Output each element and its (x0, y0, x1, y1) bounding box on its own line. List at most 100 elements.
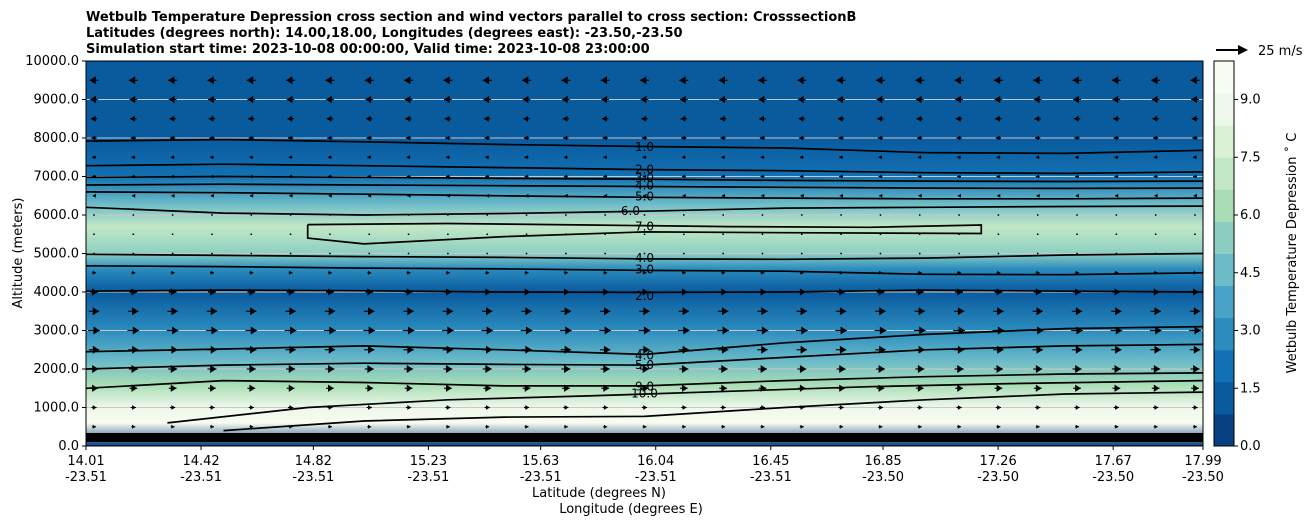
x-tick-label-lon: -23.51 (635, 470, 677, 485)
contour-label: 4.0 (635, 179, 654, 193)
wind-vector-head (247, 95, 254, 104)
wind-vector-head (603, 288, 610, 296)
wind-vector-head (171, 405, 176, 410)
wind-vector-head (406, 288, 413, 296)
wind-vector-head (1193, 405, 1198, 410)
wind-vector-head (325, 76, 332, 85)
wind-vector-head (443, 76, 450, 85)
wind-vector-head (1194, 326, 1201, 335)
wind-vector-head (525, 326, 533, 335)
wind-vector (525, 214, 528, 216)
x-axis-label-longitude: Longitude (degrees E) (559, 502, 703, 517)
contour-label: 10.0 (631, 386, 658, 400)
wind-vector-head (211, 326, 218, 335)
wind-vector-head (1033, 76, 1040, 85)
wind-vector-head (92, 193, 96, 198)
wind-vector (93, 214, 95, 216)
contour-line (86, 264, 1203, 276)
y-tick-label: 6000.0 (34, 208, 80, 223)
wind-vector-head (1115, 405, 1119, 410)
wind-vector-head (485, 365, 492, 373)
wind-vector-head (721, 345, 729, 354)
wind-vector-head (92, 365, 99, 373)
wind-vector-head (600, 76, 608, 85)
wind-vector (250, 233, 253, 236)
wind-vector-head (760, 174, 764, 179)
wind-vector-head (1154, 345, 1161, 354)
wind-vector-head (129, 95, 136, 104)
wind-vector-head (524, 365, 532, 373)
wind-vector-head (564, 345, 572, 354)
wind-vector-head (956, 135, 961, 141)
x-tick-label-lon: -23.51 (520, 470, 562, 485)
wind-vector-head (563, 135, 568, 141)
wind-vector-head (170, 174, 174, 179)
wind-vector-head (328, 288, 334, 296)
x-tick-label-lon: -23.51 (65, 470, 107, 485)
wind-vector-head (1153, 135, 1157, 141)
wind-vector-head (1151, 95, 1158, 104)
wind-vector-head (682, 424, 686, 429)
wind-vector (682, 214, 685, 216)
wind-vector-head (1191, 95, 1197, 104)
wind-vector-head (525, 270, 529, 275)
wind-vector-head (525, 424, 529, 429)
wind-vector-head (603, 307, 611, 316)
wind-vector-head (288, 365, 296, 373)
colorbar-ticks: 0.0 1.5 3.0 4.5 6.0 7.5 9.0 (1234, 93, 1261, 454)
wind-vector-head (1036, 345, 1043, 354)
wind-vector-head (525, 307, 532, 316)
quiver-key-label: 25 m/s (1258, 44, 1303, 59)
wind-vector (486, 252, 489, 255)
wind-vector-head (1192, 135, 1197, 141)
wind-vector-head (132, 424, 136, 429)
wind-vector-head (446, 365, 453, 373)
wind-vector-head (642, 365, 650, 373)
wind-vector-head (525, 345, 532, 354)
wind-vector-head (917, 365, 925, 373)
wind-vector-head (289, 424, 293, 429)
wind-vector-head (1035, 365, 1043, 373)
contour-line (86, 175, 1203, 183)
wind-vector-head (839, 174, 843, 179)
wind-vector-head (760, 155, 764, 160)
wind-vector-head (289, 193, 293, 198)
wind-vector-head (877, 115, 882, 122)
wind-vector-head (643, 193, 647, 198)
wind-vector-head (328, 405, 333, 410)
wind-vector-head (918, 345, 925, 354)
wind-vector-head (407, 270, 411, 275)
wind-vector-head (246, 76, 254, 85)
wind-vector-head (1115, 345, 1122, 354)
wind-vector-head (1035, 174, 1039, 179)
wind-vector (958, 252, 960, 255)
contour-label: 2.0 (635, 163, 654, 177)
wind-vector (604, 214, 607, 216)
wind-vector-head (957, 345, 965, 354)
wind-vector-head (877, 135, 882, 141)
wind-vector-head (1193, 307, 1201, 316)
wind-vector (997, 214, 1000, 216)
wind-vector (840, 233, 843, 236)
x-tick-label-lon: -23.50 (977, 470, 1019, 485)
wind-vector-head (1075, 365, 1082, 373)
y-tick-label: 7000.0 (34, 170, 80, 185)
wind-vector-head (761, 193, 765, 198)
wind-vector-head (683, 326, 690, 335)
wind-vector-head (210, 288, 216, 296)
wind-vector-head (168, 76, 175, 85)
contour-line (86, 183, 1203, 190)
colorbar-tick-label: 1.5 (1240, 381, 1261, 396)
wind-vector-head (1074, 135, 1079, 141)
wind-vector-head (1155, 326, 1162, 335)
wind-vector-head (1036, 405, 1041, 410)
wind-vector (289, 214, 292, 216)
wind-vector-head (760, 288, 767, 296)
wind-vector-head (523, 115, 529, 122)
y-tick-label: 5000.0 (34, 247, 80, 262)
wind-vector-head (132, 270, 136, 275)
wind-vector-head (524, 384, 531, 392)
wind-vector (211, 214, 213, 216)
wind-vector-head (1193, 424, 1197, 429)
